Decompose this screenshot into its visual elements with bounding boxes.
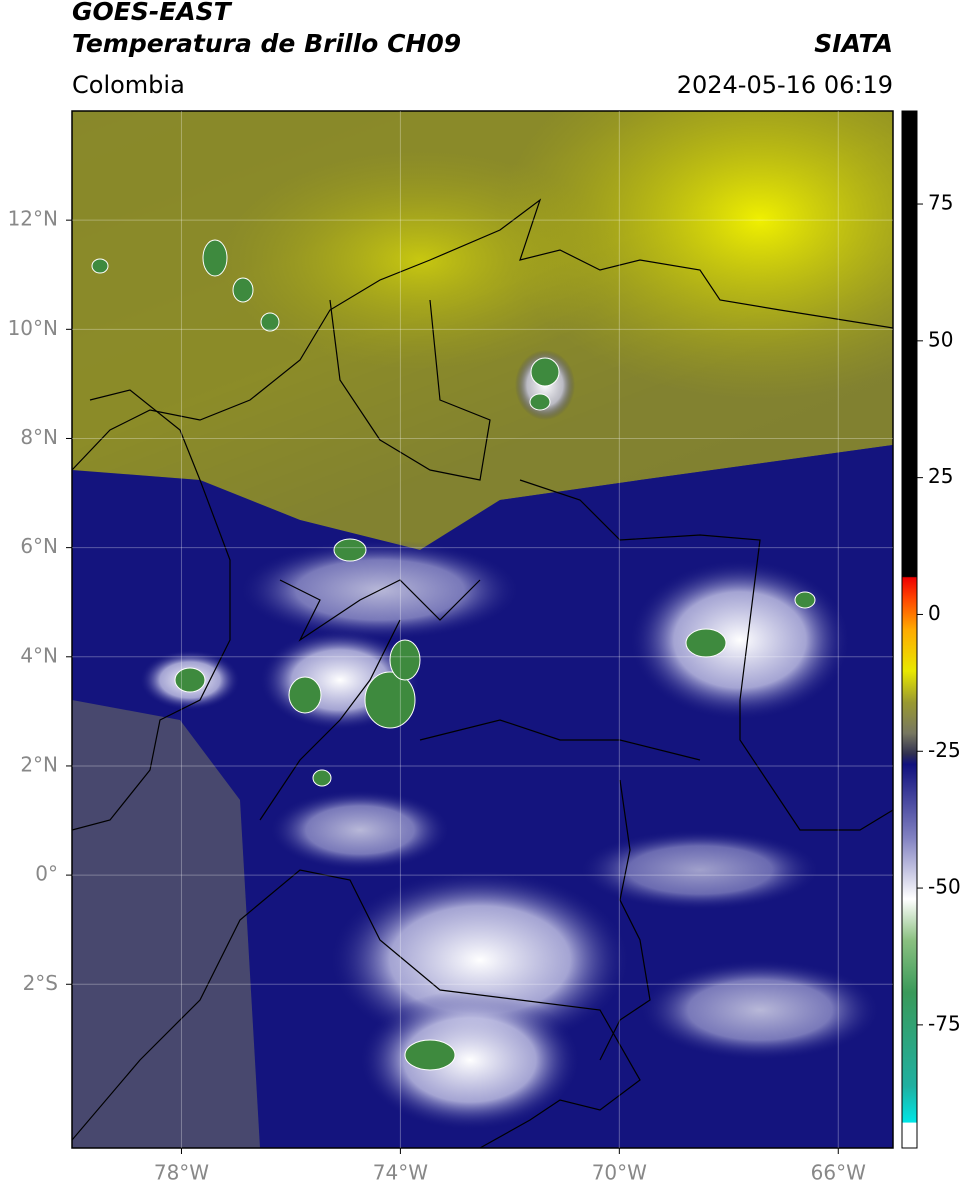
y-tick-label: 2°N [20,752,58,776]
region: Colombia [72,71,185,99]
colorbar-tick-label: -50 [928,875,961,899]
y-tick-label: 6°N [20,534,58,558]
y-tick-label: 12°N [8,207,58,231]
y-tick-label: 8°N [20,425,58,449]
colorbar-tick-label: 75 [928,191,953,215]
y-tick-label: 0° [35,862,58,886]
x-tick-label: 74°W [373,1161,428,1185]
y-tick-label: 10°N [8,316,58,340]
x-tick-label: 66°W [811,1161,866,1185]
datetime: 2024-05-16 06:19 [677,71,893,99]
y-tick-label: 2°S [23,971,58,995]
colorbar-tick-label: 0 [928,601,941,625]
title: GOES-EAST [72,0,233,26]
x-tick-label: 70°W [592,1161,647,1185]
x-tick-label: 78°W [154,1161,209,1185]
map-frame [71,110,894,1149]
colorbar-tick-label: -25 [928,738,961,762]
colorbar-tick-label: 25 [928,464,953,488]
colorbar [901,110,918,1149]
source: SIATA [814,29,893,58]
colorbar-tick-label: -75 [928,1011,961,1035]
y-tick-label: 4°N [20,643,58,667]
colorbar-tick-label: 50 [928,327,953,351]
subtitle: Temperatura de Brillo CH09 [72,29,461,58]
satellite-image [72,111,893,1148]
